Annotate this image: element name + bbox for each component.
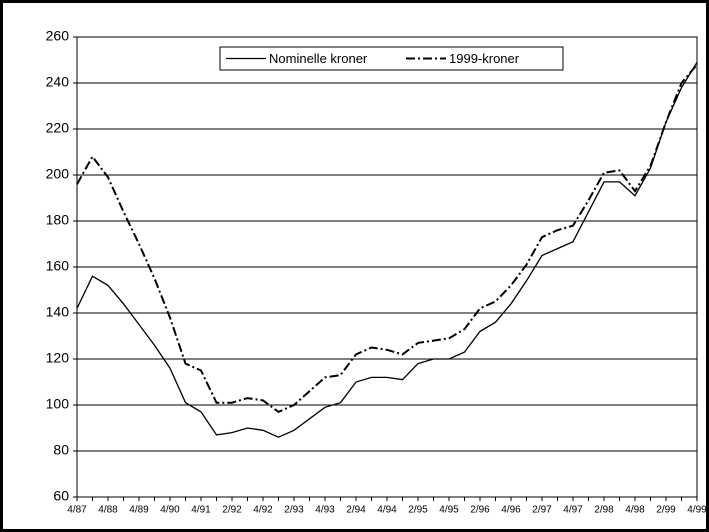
- x-tick-label: 4/97: [563, 505, 583, 516]
- x-tick-label: 2/94: [346, 505, 366, 516]
- series-line: [76, 63, 698, 414]
- x-tick-label: 4/95: [439, 505, 459, 516]
- x-tick-label: 4/88: [98, 505, 118, 516]
- y-tick-label: 140: [46, 304, 70, 320]
- y-tick-label: 120: [46, 350, 70, 366]
- x-tick-label: 2/97: [532, 505, 552, 516]
- x-tick-label: 2/99: [656, 505, 676, 516]
- x-tick-label: 4/91: [191, 505, 211, 516]
- x-tick-label: 4/99: [687, 505, 707, 516]
- x-tick-label: 2/93: [284, 505, 304, 516]
- x-tick-label: 4/96: [501, 505, 521, 516]
- x-tick-label: 2/96: [470, 505, 490, 516]
- y-tick-label: 60: [53, 488, 69, 504]
- series-line: [76, 61, 698, 438]
- x-tick-label: 2/98: [594, 505, 614, 516]
- x-tick-label: 4/87: [67, 505, 87, 516]
- y-tick-label: 260: [46, 28, 70, 44]
- y-tick-label: 240: [46, 74, 70, 90]
- x-tick-label: 2/92: [222, 505, 242, 516]
- x-tick-label: 4/89: [129, 505, 149, 516]
- x-tick-label: 4/98: [625, 505, 645, 516]
- legend-label: Nominelle kroner: [269, 51, 368, 66]
- x-tick-label: 4/90: [160, 505, 180, 516]
- y-tick-label: 220: [46, 120, 70, 136]
- legend: [219, 46, 564, 71]
- y-tick-label: 180: [46, 212, 70, 228]
- y-tick-label: 100: [46, 396, 70, 412]
- legend-label: 1999-kroner: [449, 51, 520, 66]
- x-tick-label: 4/94: [377, 505, 397, 516]
- y-tick-label: 200: [46, 166, 70, 182]
- y-tick-label: 80: [53, 442, 69, 458]
- x-tick-label: 2/95: [408, 505, 428, 516]
- x-tick-label: 4/93: [315, 505, 335, 516]
- x-tick-label: 4/92: [253, 505, 273, 516]
- y-tick-label: 160: [46, 258, 70, 274]
